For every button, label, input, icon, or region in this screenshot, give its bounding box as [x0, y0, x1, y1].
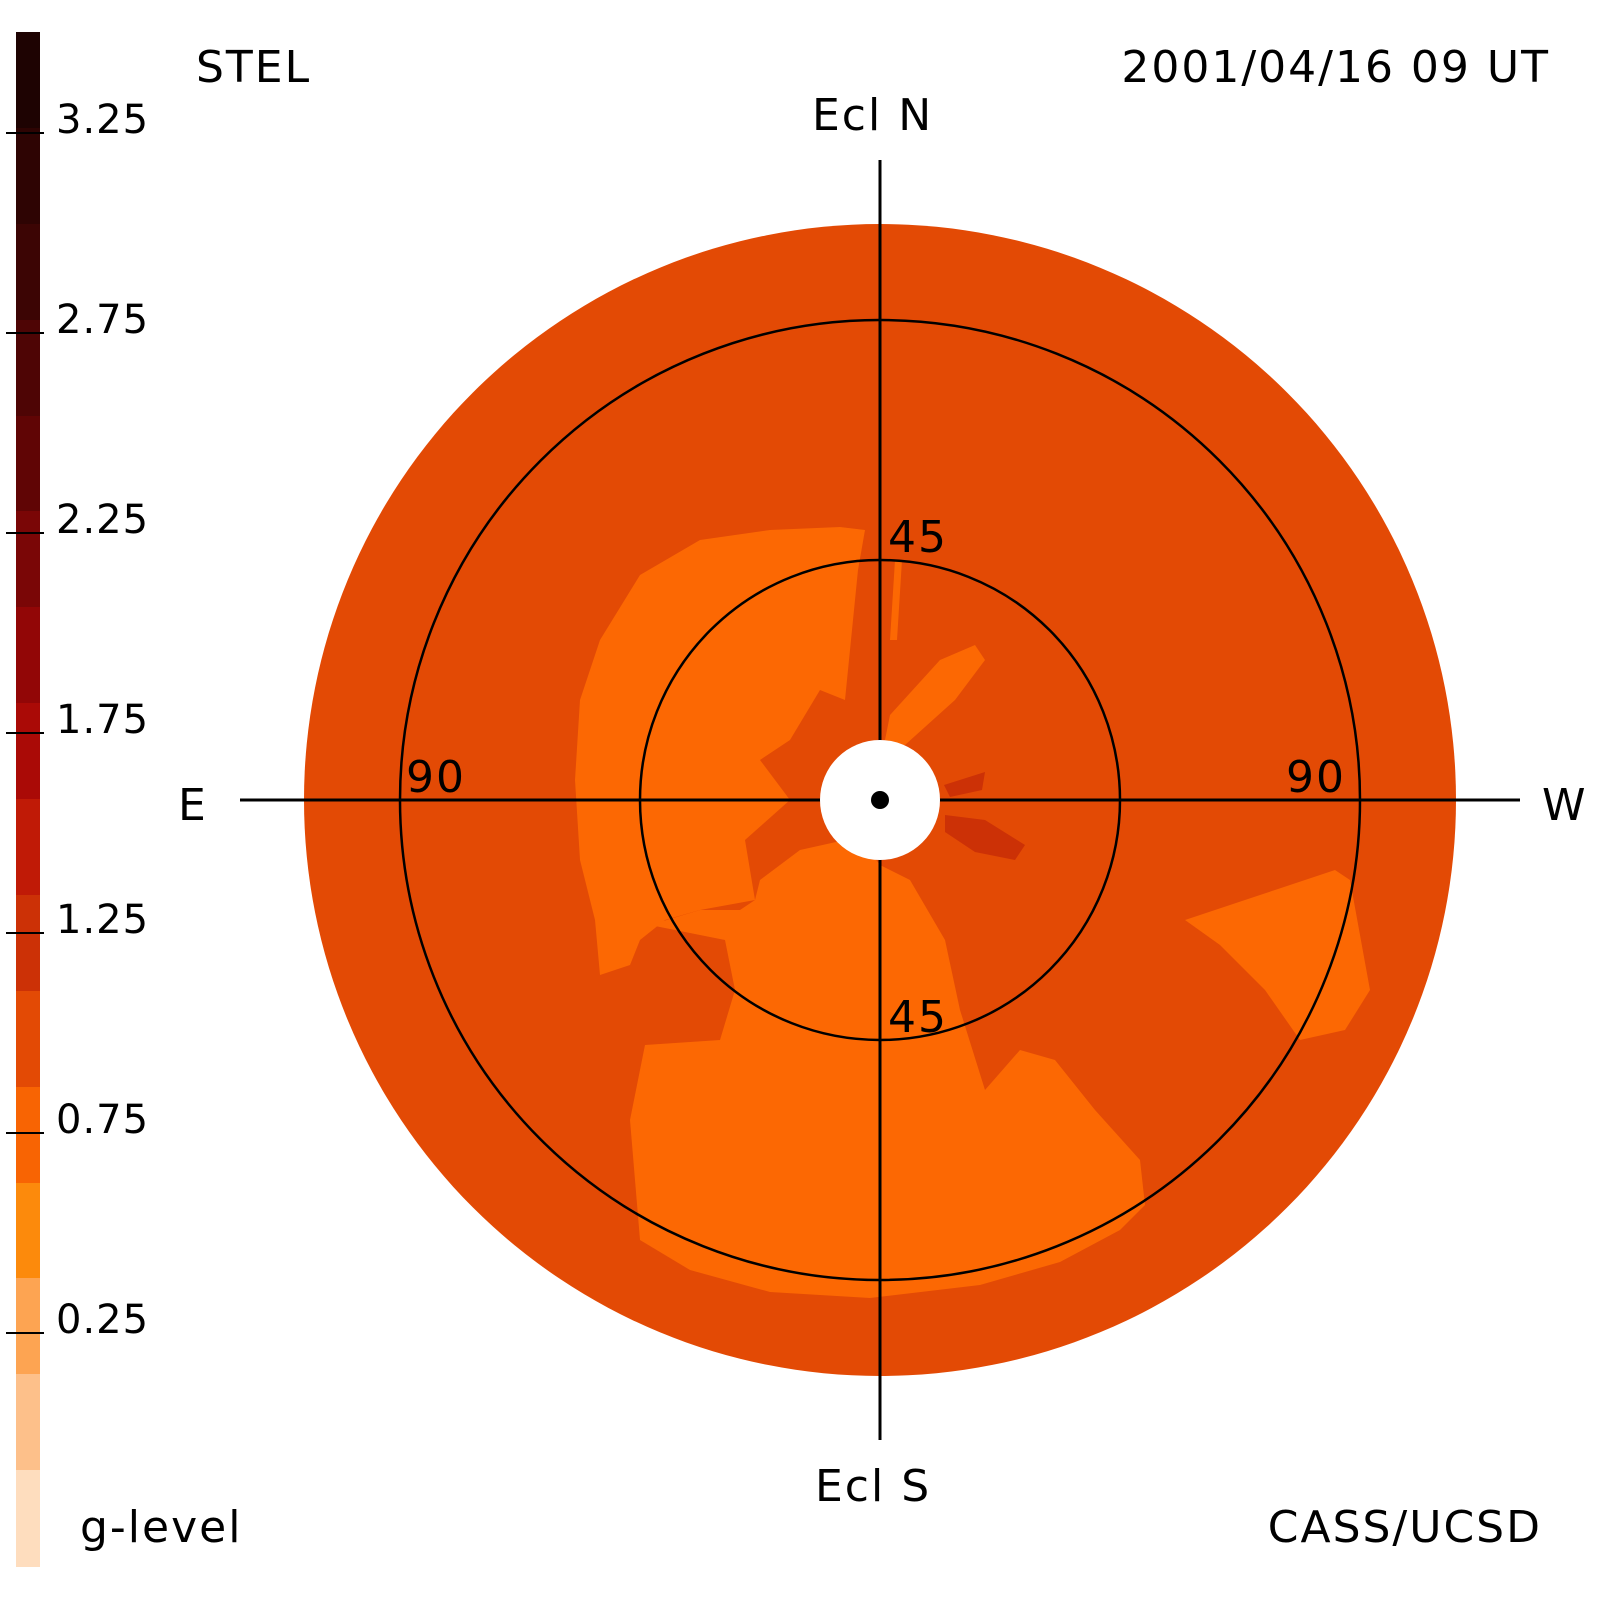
label-ring-90-right: 90	[1286, 752, 1346, 803]
colorbar-segment	[16, 319, 40, 417]
colorbar-title: g-level	[80, 1502, 243, 1553]
label-ecliptic-north: Ecl N	[812, 90, 934, 141]
colorbar-tick	[6, 132, 44, 134]
colorbar-tick-label: 2.75	[56, 297, 150, 343]
instrument-label: STEL	[196, 42, 312, 93]
colorbar-tick-label: 2.25	[56, 497, 150, 543]
low-g-region-south	[630, 840, 1145, 1298]
colorbar-segment	[16, 1278, 40, 1376]
colorbar-tick	[6, 532, 44, 534]
colorbar-tick	[6, 732, 44, 734]
colorbar-segment	[16, 127, 40, 225]
label-ring-90-left: 90	[406, 752, 466, 803]
low-g-streak-northwest	[885, 645, 985, 745]
colorbar-segment	[16, 415, 40, 513]
label-east: E	[178, 780, 208, 831]
credit-label: CASS/UCSD	[1267, 1502, 1542, 1553]
colorbar-segment	[16, 990, 40, 1088]
colorbar-tick	[6, 1132, 44, 1134]
colorbar-segment	[16, 607, 40, 705]
colorbar-tick	[6, 1332, 44, 1334]
colorbar-tick-label: 0.75	[56, 1097, 150, 1143]
low-g-region-west	[1185, 870, 1370, 1040]
high-g-regions	[944, 772, 1025, 860]
colorbar-tick	[6, 932, 44, 934]
colorbar-tick-label: 3.25	[56, 97, 150, 143]
colorbar-tick-label: 1.75	[56, 697, 150, 743]
label-ecliptic-south: Ecl S	[815, 1461, 932, 1512]
high-g-patch-upper	[944, 772, 985, 797]
colorbar-segment	[16, 703, 40, 800]
colorbar-segment	[16, 1374, 40, 1472]
label-ring-45-bottom: 45	[888, 992, 948, 1043]
colorbar-tick-label: 1.25	[56, 897, 150, 943]
colorbar-segment	[16, 799, 40, 896]
colorbar-segment	[16, 894, 40, 992]
colorbar-tick-label: 0.25	[56, 1297, 150, 1343]
colorbar-segment	[16, 32, 40, 129]
colorbar-tick	[6, 332, 44, 334]
colorbar-segment	[16, 511, 40, 609]
colorbar-segment	[16, 1086, 40, 1184]
colorbar-segment	[16, 1470, 40, 1567]
high-g-patch-lower	[945, 815, 1025, 860]
label-west: W	[1542, 780, 1588, 831]
colorbar-segment	[16, 223, 40, 321]
low-g-streak-north	[890, 560, 902, 640]
sun-center-dot	[871, 791, 889, 809]
colorbar-segment	[16, 1182, 40, 1280]
label-ring-45-top: 45	[888, 512, 948, 563]
datetime-label: 2001/04/16 09 UT	[1121, 42, 1550, 93]
